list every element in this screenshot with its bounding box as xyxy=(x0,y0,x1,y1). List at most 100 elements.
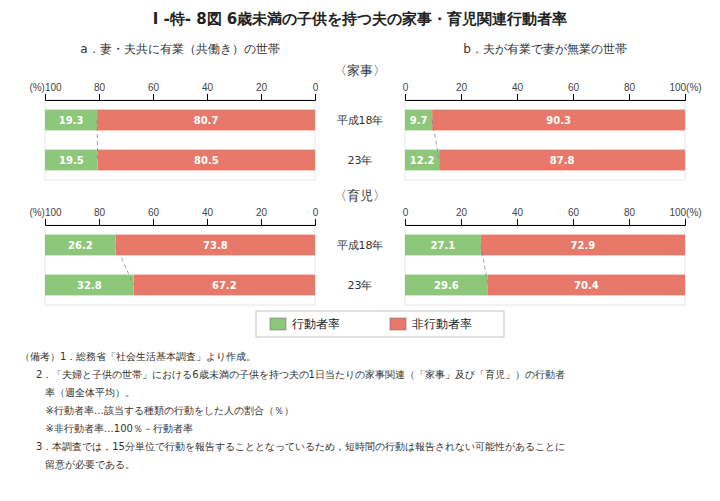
tick: 20 xyxy=(456,82,468,100)
bar-segment xyxy=(432,110,685,131)
note: 3．本調査では，15分単位で行動を報告することとなっているため，短時間の行動は報… xyxy=(20,441,565,452)
tick-mark xyxy=(629,219,630,225)
tick: 60 xyxy=(148,207,160,225)
data-labels: 27.129.672.970.4 xyxy=(431,240,599,291)
tick: 40 xyxy=(202,207,214,225)
marks xyxy=(405,235,685,296)
marks xyxy=(45,110,315,171)
chart-root: I -特- 8図 6歳未満の子供を持つ夫の家事・育児関連行動者率80.780.5… xyxy=(0,0,720,501)
x-axis: 020406080100(%) xyxy=(403,82,702,101)
tick-mark xyxy=(99,219,100,225)
tick: 80 xyxy=(624,82,636,100)
data-label: 73.8 xyxy=(203,240,228,251)
tick-mark xyxy=(207,94,208,100)
tick-label: (%)100 xyxy=(29,207,62,218)
bar-segment xyxy=(488,275,685,296)
bar-segment xyxy=(97,110,315,131)
tick-label: 80 xyxy=(624,82,636,93)
panel: 80.780.519.319.5(%)100806040200 xyxy=(29,82,318,180)
legend: 行動者率非行動者率 xyxy=(256,311,504,337)
category-label: 平成18年 xyxy=(337,239,384,252)
tick: 20 xyxy=(456,207,468,225)
tick: 80 xyxy=(624,207,636,225)
note: 率（週全体平均）。 xyxy=(20,387,135,398)
bar-segment xyxy=(45,110,97,131)
tick: 100(%) xyxy=(669,207,701,225)
legend-swatch xyxy=(270,318,286,330)
data-label: 26.2 xyxy=(68,240,93,251)
tick-label: 40 xyxy=(202,207,214,218)
tick-label: 40 xyxy=(202,82,214,93)
data-label: 67.2 xyxy=(212,280,237,291)
x-axis: (%)100806040200 xyxy=(29,207,318,226)
note: ※行動者率…該当する種類の行動をした人の割合（％） xyxy=(20,405,294,416)
legend-swatch xyxy=(390,318,406,330)
data-labels: 73.867.226.232.8 xyxy=(68,240,237,291)
tick-label: 20 xyxy=(456,207,468,218)
data-label: 70.4 xyxy=(574,280,599,291)
note: 2．「夫婦と子供の世帯」における6歳未満の子供を持つ夫の1日当たりの家事関連（「… xyxy=(20,369,565,380)
tick: 40 xyxy=(202,82,214,100)
chart-title: I -特- 8図 6歳未満の子供を持つ夫の家事・育児関連行動者率 xyxy=(153,10,568,28)
panel: 27.129.672.970.4020406080100(%) xyxy=(403,207,702,305)
tick-mark xyxy=(153,94,154,100)
notes: （備考）1．総務省「社会生活基本調査」より作成。 2．「夫婦と子供の世帯」におけ… xyxy=(20,351,565,470)
bar-segment xyxy=(481,235,685,256)
category-label: 23年 xyxy=(348,154,373,167)
panel: 73.867.226.232.8(%)100806040200 xyxy=(29,207,318,305)
data-label: 19.5 xyxy=(59,155,84,166)
tick-label: 0 xyxy=(403,207,409,218)
panel: 9.712.290.387.8020406080100(%) xyxy=(403,82,702,180)
bar-segment xyxy=(45,275,134,296)
category-label: 23年 xyxy=(348,279,373,292)
section-title: 〈家事〉 xyxy=(334,63,386,78)
tick-mark xyxy=(405,219,406,225)
tick-mark xyxy=(45,219,46,225)
tick: 20 xyxy=(256,207,268,225)
data-label: 27.1 xyxy=(431,240,456,251)
tick-label: 40 xyxy=(512,82,524,93)
connector-line xyxy=(97,120,99,160)
tick: 60 xyxy=(568,82,580,100)
tick: (%)100 xyxy=(29,207,62,225)
tick-mark xyxy=(261,219,262,225)
tick: 60 xyxy=(568,207,580,225)
tick-mark xyxy=(461,219,462,225)
data-labels: 80.780.519.319.5 xyxy=(59,115,219,166)
note: ※非行動者率…100％－行動者率 xyxy=(20,423,193,434)
tick: 60 xyxy=(148,82,160,100)
marks xyxy=(45,235,315,296)
bar-segment xyxy=(439,150,685,171)
bar-segment xyxy=(405,110,432,131)
subtitle: b．夫が有業で妻が無業の世帯 xyxy=(463,42,627,56)
tick-label: 80 xyxy=(94,82,106,93)
data-label: 19.3 xyxy=(59,115,84,126)
connector-line xyxy=(116,245,134,285)
bar-segment xyxy=(405,150,439,171)
marks xyxy=(405,110,685,171)
axis-domain xyxy=(46,94,316,101)
legend-frame xyxy=(256,311,504,337)
axis-domain xyxy=(406,219,686,226)
axis-domain xyxy=(46,219,316,226)
bar-segment xyxy=(405,275,488,296)
tick-mark xyxy=(573,94,574,100)
data-label: 87.8 xyxy=(550,155,575,166)
tick-mark xyxy=(629,94,630,100)
tick: 0 xyxy=(313,207,319,225)
section-title: 〈育児〉 xyxy=(334,188,386,203)
tick: 100(%) xyxy=(669,82,701,100)
tick-mark xyxy=(461,94,462,100)
tick: 0 xyxy=(313,82,319,100)
tick-mark xyxy=(685,94,686,100)
bar-segment xyxy=(45,150,98,171)
tick-label: 60 xyxy=(148,82,160,93)
axis-domain xyxy=(406,94,686,101)
tick: 80 xyxy=(94,82,106,100)
data-label: 12.2 xyxy=(410,155,435,166)
tick-label: 60 xyxy=(568,82,580,93)
tick-label: 60 xyxy=(568,207,580,218)
tick-mark xyxy=(153,219,154,225)
tick-mark xyxy=(261,94,262,100)
legend-label: 行動者率 xyxy=(292,317,340,331)
